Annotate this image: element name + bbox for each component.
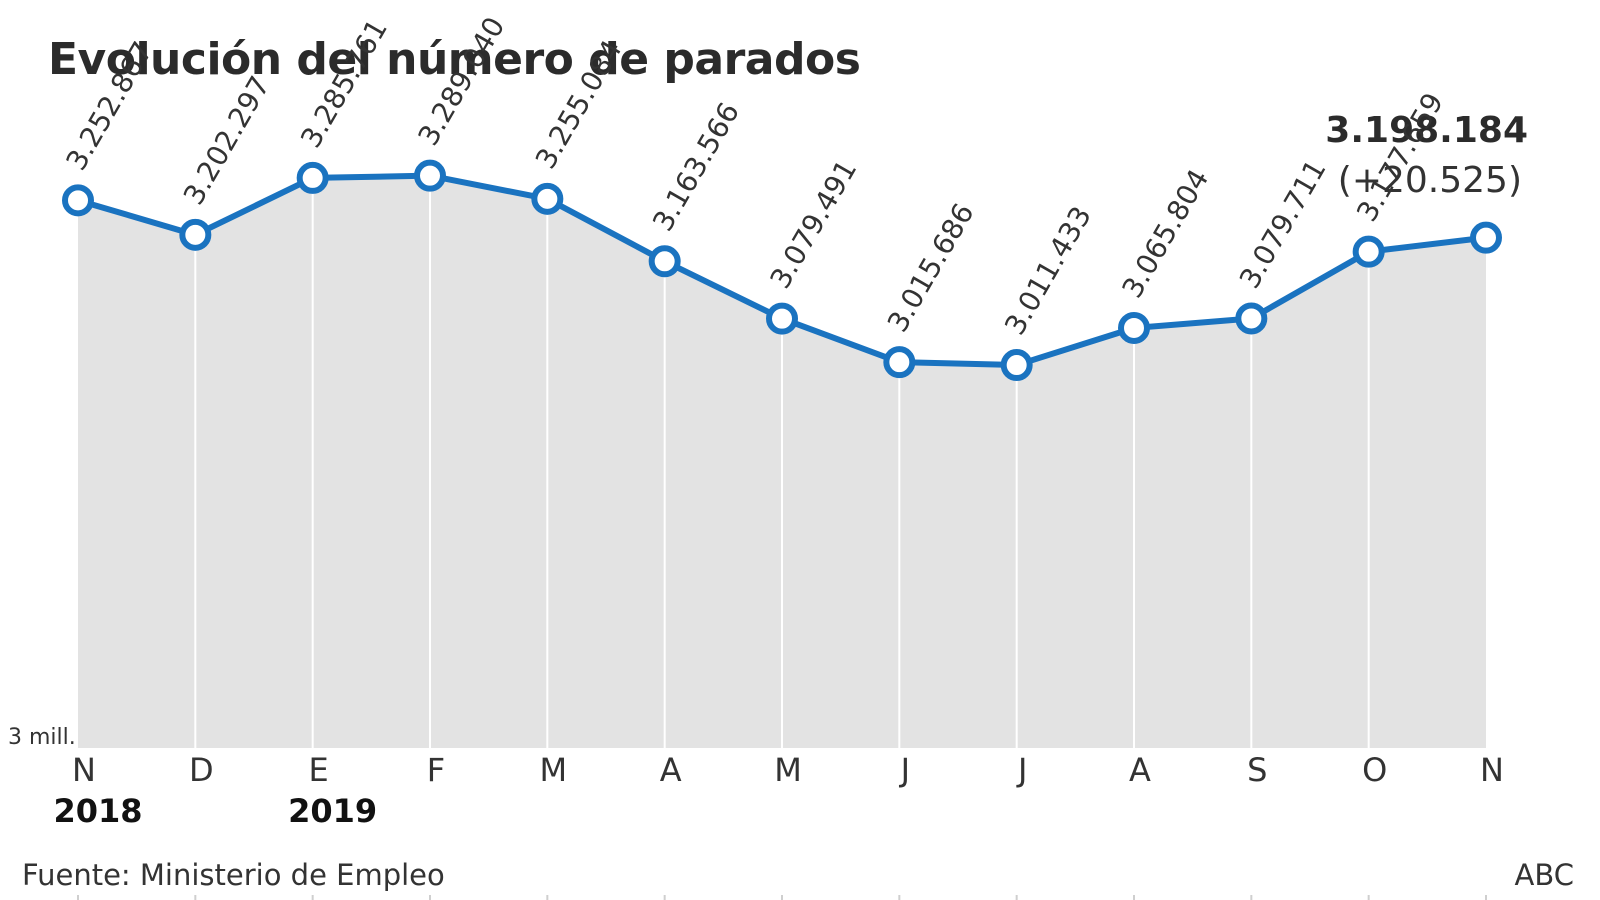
data-point (414, 159, 446, 192)
data-point (1118, 311, 1150, 344)
credit-label: ABC (1514, 858, 1574, 892)
data-label: 3.079.491 (763, 154, 863, 294)
x-tick-label: D (189, 751, 214, 789)
data-label: 3.177.659 (1350, 87, 1450, 227)
x-tick-label: J (899, 751, 910, 789)
chart-title: Evolución del número de parados (48, 34, 861, 85)
x-tick-label: N (72, 751, 96, 789)
x-tick-label: N (1480, 751, 1504, 789)
data-label: 3.079.711 (1233, 154, 1333, 294)
x-tick-label: J (1016, 751, 1027, 789)
data-label: 3.252.867 (59, 36, 159, 176)
data-label: 3.065.804 (1115, 164, 1215, 304)
data-point (648, 245, 681, 278)
year-label: 2018 (53, 792, 142, 830)
data-point (531, 182, 564, 215)
data-label: 3.285.761 (294, 14, 394, 154)
x-tick-label: S (1247, 751, 1267, 789)
data-point (883, 346, 916, 379)
source-note: Fuente: Ministerio de Empleo (22, 858, 445, 892)
x-tick-label: M (540, 751, 568, 789)
x-tick-label: F (427, 751, 445, 789)
baseline-label: 3 mill. (8, 725, 76, 750)
x-tick-label: O (1362, 751, 1387, 789)
data-label: 3.255.084 (529, 34, 629, 174)
data-label: 3.202.297 (177, 70, 277, 210)
data-point (62, 184, 94, 217)
data-point (766, 302, 798, 335)
data-point (1352, 235, 1385, 268)
last-change-label: (+20.525) (1337, 160, 1522, 201)
data-label: 3.289.040 (411, 11, 511, 151)
data-label: 3.015.686 (881, 198, 981, 338)
year-label: 2019 (288, 792, 377, 830)
data-point (1000, 349, 1033, 382)
last-value-label: 3.198.184 (1325, 110, 1528, 151)
x-tick-label: A (660, 751, 682, 789)
x-tick-label: E (309, 751, 329, 789)
data-point (1235, 302, 1268, 335)
x-tick-label: A (1129, 751, 1151, 789)
x-tick-label: M (774, 751, 802, 789)
data-point (179, 218, 212, 251)
data-label: 3.011.433 (998, 201, 1098, 341)
data-point (296, 161, 329, 194)
data-point (1470, 221, 1502, 254)
data-label: 3.163.566 (646, 97, 746, 237)
